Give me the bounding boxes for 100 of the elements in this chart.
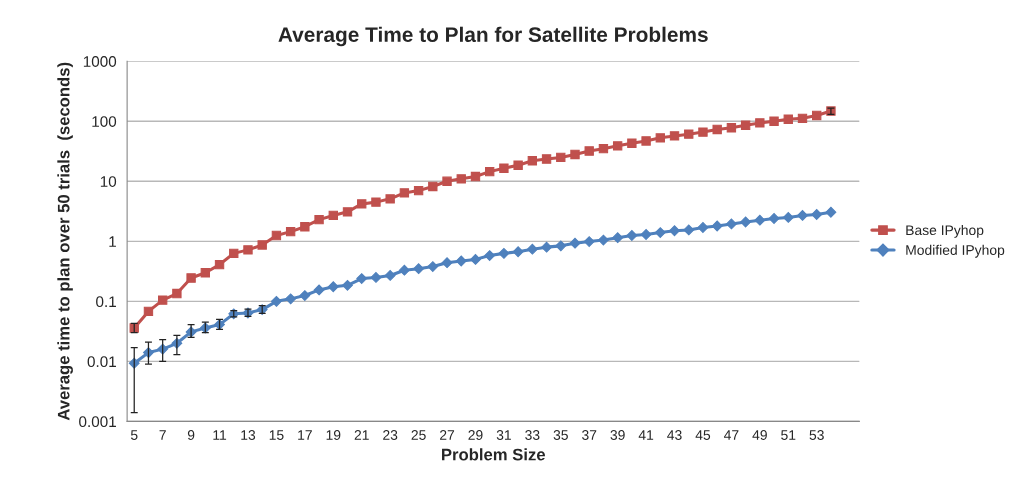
point [200, 268, 211, 278]
point [655, 133, 665, 143]
point [484, 250, 496, 261]
point [812, 110, 822, 121]
point [498, 247, 510, 259]
x-tick-label: 37 [582, 430, 597, 440]
point [783, 114, 793, 124]
x-tick-label: 31 [496, 430, 511, 440]
point [641, 136, 651, 146]
point [470, 171, 481, 182]
point [782, 212, 794, 223]
point [584, 146, 594, 156]
point [570, 149, 580, 160]
point [755, 118, 765, 128]
point [441, 257, 453, 269]
point [697, 222, 709, 233]
x-tick-label: 13 [241, 430, 256, 440]
point [527, 156, 538, 166]
point [684, 129, 694, 139]
point [598, 234, 609, 246]
x-tick-label: 19 [326, 430, 341, 440]
y-tick-label: 100 [92, 116, 117, 127]
point [726, 123, 737, 133]
x-tick-label: 9 [187, 430, 195, 440]
x-tick-label: 41 [638, 430, 654, 440]
point [257, 240, 267, 250]
x-tick-label: 51 [781, 430, 796, 440]
x-tick-label: 25 [411, 430, 426, 440]
x-tick-label: 27 [440, 430, 455, 440]
y-tick-label: 10 [100, 176, 117, 187]
point [285, 226, 296, 237]
point [526, 243, 538, 255]
point [811, 209, 823, 220]
point [499, 163, 509, 173]
point [413, 263, 425, 275]
x-tick-label: 43 [667, 430, 682, 440]
point [740, 216, 752, 228]
point [583, 236, 595, 248]
x-tick-label: 53 [809, 430, 824, 440]
point [428, 181, 438, 192]
x-tick-label: 5 [130, 430, 138, 440]
point [299, 290, 311, 301]
point [825, 206, 837, 218]
point [157, 295, 168, 305]
legend-label: Base IPyhop [906, 224, 984, 238]
x-tick-label: 21 [354, 430, 369, 440]
point [698, 127, 708, 137]
point [627, 138, 637, 148]
point [654, 227, 666, 238]
point [541, 241, 552, 253]
y-tick-label: 1 [109, 236, 116, 247]
point [768, 213, 780, 224]
point [712, 124, 722, 135]
point [683, 224, 695, 236]
point [442, 176, 452, 186]
point [669, 131, 680, 141]
chart-title: Average Time to Plan for Satellite Problems [278, 26, 708, 47]
point [711, 220, 723, 232]
point [470, 253, 481, 265]
point [314, 214, 324, 225]
x-tick-label: 45 [695, 430, 711, 440]
point [356, 273, 368, 284]
point [172, 288, 182, 299]
x-tick-label: 47 [724, 430, 739, 440]
point [370, 272, 382, 283]
point [740, 120, 751, 130]
point [243, 245, 253, 255]
x-tick-label: 35 [553, 430, 568, 440]
point [327, 281, 339, 293]
point [214, 259, 225, 270]
point [143, 306, 154, 317]
point [797, 113, 808, 124]
point [342, 207, 353, 217]
point [385, 194, 395, 204]
point [456, 174, 466, 184]
point [342, 279, 353, 291]
point [797, 210, 808, 221]
x-tick-label: 49 [752, 430, 767, 440]
point [485, 166, 495, 177]
y-tick-label: 0.01 [87, 356, 116, 368]
point [513, 160, 523, 170]
point [229, 248, 239, 259]
point [598, 143, 609, 154]
point [371, 197, 381, 207]
point [328, 210, 338, 221]
x-tick-label: 39 [610, 430, 625, 440]
point [640, 229, 652, 240]
point [300, 222, 310, 232]
point [725, 218, 737, 230]
point [399, 188, 410, 198]
y-axis-title: Average time to plan over 50 trials (seconds) [57, 62, 73, 421]
point [569, 237, 581, 249]
point [626, 230, 638, 241]
point [612, 232, 624, 244]
point [455, 255, 467, 267]
point [556, 152, 566, 163]
point [427, 261, 439, 272]
point [313, 284, 325, 296]
point [271, 230, 282, 241]
point [769, 116, 779, 126]
